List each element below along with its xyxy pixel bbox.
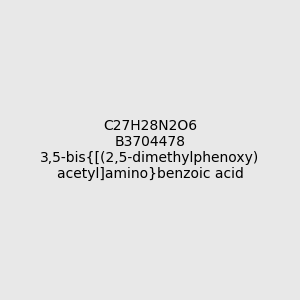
Text: C27H28N2O6
B3704478
3,5-bis{[(2,5-dimethylphenoxy)
acetyl]amino}benzoic acid: C27H28N2O6 B3704478 3,5-bis{[(2,5-dimeth… <box>40 119 260 181</box>
